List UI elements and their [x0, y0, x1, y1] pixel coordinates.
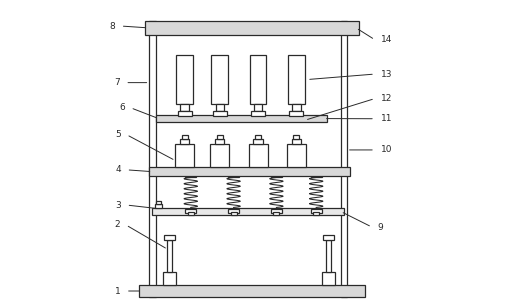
Bar: [180, 104, 188, 111]
Bar: [181, 135, 187, 139]
Text: 1: 1: [115, 286, 120, 296]
Bar: [216, 135, 222, 139]
Bar: [162, 272, 176, 285]
Text: 5: 5: [115, 130, 121, 139]
Bar: [230, 212, 236, 215]
Bar: [325, 240, 330, 272]
Bar: [163, 235, 175, 240]
Bar: [156, 201, 161, 204]
Text: 7: 7: [114, 78, 120, 87]
Text: 14: 14: [380, 35, 391, 44]
Bar: [176, 55, 193, 104]
Bar: [210, 144, 229, 167]
Text: 12: 12: [380, 94, 391, 103]
Text: 8: 8: [109, 21, 115, 31]
Bar: [230, 171, 236, 174]
Text: 3: 3: [115, 200, 121, 210]
Bar: [180, 139, 189, 144]
Bar: [313, 212, 319, 215]
Bar: [291, 139, 300, 144]
Bar: [249, 55, 266, 104]
Bar: [187, 212, 193, 215]
Bar: [178, 111, 191, 116]
Bar: [254, 135, 261, 139]
Bar: [149, 167, 349, 176]
Bar: [149, 21, 155, 297]
Bar: [310, 209, 321, 213]
Bar: [215, 139, 224, 144]
Bar: [211, 55, 228, 104]
Bar: [273, 171, 279, 174]
Bar: [213, 111, 226, 116]
Bar: [293, 135, 299, 139]
Text: 10: 10: [380, 145, 391, 155]
Text: 6: 6: [119, 103, 125, 112]
Bar: [228, 174, 239, 177]
Bar: [185, 174, 196, 177]
Bar: [286, 144, 305, 167]
Bar: [273, 212, 279, 215]
Bar: [187, 171, 193, 174]
Text: 4: 4: [115, 165, 121, 174]
Bar: [248, 144, 267, 167]
Bar: [138, 285, 364, 297]
Bar: [155, 204, 162, 208]
Text: 9: 9: [377, 222, 382, 232]
Bar: [288, 55, 304, 104]
Bar: [289, 111, 303, 116]
Bar: [270, 174, 281, 177]
Bar: [166, 240, 172, 272]
Bar: [250, 111, 265, 116]
Text: 13: 13: [380, 69, 391, 79]
Bar: [253, 104, 262, 111]
Bar: [313, 171, 319, 174]
Bar: [310, 174, 321, 177]
Bar: [155, 115, 326, 122]
Bar: [145, 21, 358, 35]
Bar: [215, 104, 223, 111]
Bar: [292, 104, 300, 111]
Bar: [270, 209, 281, 213]
Bar: [322, 235, 333, 240]
Bar: [152, 208, 343, 215]
Bar: [175, 144, 194, 167]
Bar: [253, 139, 262, 144]
Bar: [340, 21, 346, 297]
Text: 11: 11: [380, 114, 391, 123]
Bar: [321, 272, 334, 285]
Bar: [228, 209, 239, 213]
Bar: [185, 209, 196, 213]
Text: 2: 2: [115, 220, 120, 230]
